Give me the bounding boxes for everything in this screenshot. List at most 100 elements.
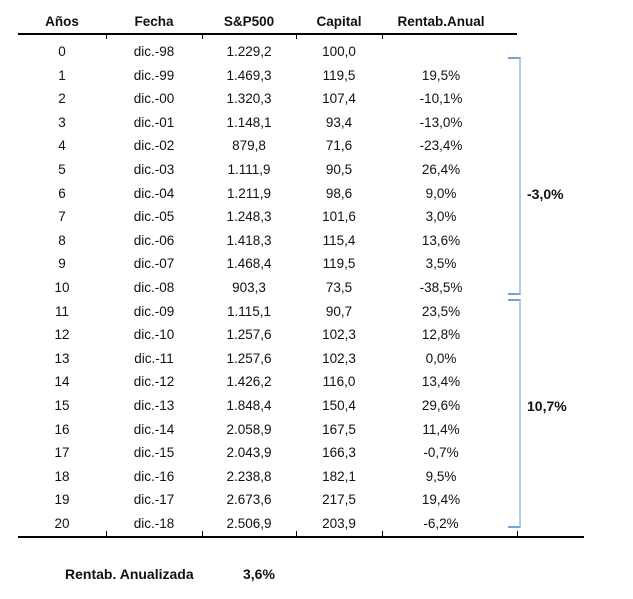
table-row: 17 dic.-15 2.043,9 166,3 -0,7% xyxy=(18,441,500,465)
table-row: 3 dic.-01 1.148,1 93,4 -13,0% xyxy=(18,111,500,135)
bracket-label-decade-1: -3,0% xyxy=(527,186,564,202)
cell-sp500: 2.238,8 xyxy=(226,468,272,484)
cell-fecha: dic.-01 xyxy=(133,114,175,130)
cell-capital: 182,1 xyxy=(322,468,356,484)
cell-fecha: dic.-12 xyxy=(133,374,175,390)
cell-rentab-anual: -38,5% xyxy=(419,279,463,295)
cell-rentab-anual: 19,4% xyxy=(421,492,461,508)
cell-anios: 12 xyxy=(54,327,70,343)
bracket-label-decade-2: 10,7% xyxy=(527,398,567,414)
bracket-years-11-20 xyxy=(508,299,521,528)
table-row: 14 dic.-12 1.426,2 116,0 13,4% xyxy=(18,370,500,394)
cell-capital: 119,5 xyxy=(322,256,356,272)
bottom-rule-tick xyxy=(106,531,107,536)
table-row: 15 dic.-13 1.848,4 150,4 29,6% xyxy=(18,394,500,418)
cell-rentab-anual: -0,7% xyxy=(423,445,459,461)
cell-anios: 1 xyxy=(58,67,66,83)
cell-sp500: 1.115,1 xyxy=(226,303,272,319)
cell-capital: 73,5 xyxy=(325,279,353,295)
bracket-years-1-10 xyxy=(508,57,521,295)
table-row: 16 dic.-14 2.058,9 167,5 11,4% xyxy=(18,418,500,442)
cell-sp500: 1.418,3 xyxy=(226,232,272,248)
cell-sp500: 2.506,9 xyxy=(226,515,272,531)
cell-sp500: 1.148,1 xyxy=(226,114,272,130)
table-body: 0 dic.-98 1.229,2 100,0 1 dic.-99 1.469,… xyxy=(18,40,500,535)
table-row: 6 dic.-04 1.211,9 98,6 9,0% xyxy=(18,182,500,206)
bottom-rule-tick xyxy=(202,531,203,536)
cell-sp500: 2.673,6 xyxy=(226,492,272,508)
cell-rentab-anual: 26,4% xyxy=(421,161,461,177)
cell-capital: 90,7 xyxy=(325,303,353,319)
header-rule-tick xyxy=(296,35,297,39)
cell-anios: 3 xyxy=(58,114,66,130)
header-rule-tick xyxy=(106,35,107,39)
header-rule-tick xyxy=(202,35,203,39)
cell-rentab-anual xyxy=(382,40,500,64)
cell-fecha: dic.-11 xyxy=(134,350,174,366)
cell-rentab-anual: 11,4% xyxy=(422,421,460,437)
cell-fecha: dic.-04 xyxy=(133,185,175,201)
cell-anios: 16 xyxy=(54,421,70,437)
cell-capital: 90,5 xyxy=(325,161,353,177)
cell-capital: 98,6 xyxy=(325,185,353,201)
table-row: 1 dic.-99 1.469,3 119,5 19,5% xyxy=(18,64,500,88)
cell-rentab-anual: -23,4% xyxy=(419,138,463,154)
cell-anios: 19 xyxy=(54,492,70,508)
cell-anios: 11 xyxy=(54,303,69,319)
cell-capital: 119,5 xyxy=(322,67,356,83)
cell-rentab-anual: -6,2% xyxy=(423,515,459,531)
cell-anios: 5 xyxy=(58,161,66,177)
table-row: 9 dic.-07 1.468,4 119,5 3,5% xyxy=(18,252,500,276)
cell-sp500: 2.058,9 xyxy=(226,421,272,437)
cell-fecha: dic.-06 xyxy=(133,232,175,248)
cell-fecha: dic.-18 xyxy=(133,515,175,531)
column-header-capital: Capital xyxy=(316,14,362,29)
cell-sp500: 1.111,9 xyxy=(227,161,271,177)
cell-sp500: 1.468,4 xyxy=(226,256,272,272)
cell-sp500: 879,8 xyxy=(232,138,266,154)
cell-anios: 0 xyxy=(58,44,66,59)
cell-anios: 13 xyxy=(54,350,70,366)
bottom-rule xyxy=(18,536,584,538)
table-row: 13 dic.-11 1.257,6 102,3 0,0% xyxy=(18,347,500,371)
cell-rentab-anual: 23,5% xyxy=(421,303,461,319)
cell-anios: 10 xyxy=(54,279,70,295)
cell-capital: 93,4 xyxy=(325,114,353,130)
cell-capital: 167,5 xyxy=(322,421,356,437)
cell-fecha: dic.-02 xyxy=(133,138,175,154)
cell-capital: 115,4 xyxy=(322,232,356,248)
cell-fecha: dic.-13 xyxy=(133,397,175,413)
cell-rentab-anual: -13,0% xyxy=(419,114,463,130)
cell-capital: 107,4 xyxy=(322,91,356,107)
column-header-rentab-anual: Rentab.Anual xyxy=(397,14,485,29)
cell-fecha: dic.-17 xyxy=(133,492,175,508)
annualized-return-value: 3,6% xyxy=(243,566,275,582)
cell-sp500: 1.211,9 xyxy=(226,185,272,201)
table-row: 10 dic.-08 903,3 73,5 -38,5% xyxy=(18,276,500,300)
cell-rentab-anual: 19,5% xyxy=(421,67,461,83)
header-rule-tick xyxy=(382,35,383,39)
cell-fecha: dic.-08 xyxy=(133,279,175,295)
cell-sp500: 1.229,2 xyxy=(226,44,272,59)
cell-rentab-anual: 13,4% xyxy=(421,374,461,390)
cell-fecha: dic.-03 xyxy=(133,161,175,177)
cell-anios: 6 xyxy=(58,185,66,201)
cell-fecha: dic.-16 xyxy=(133,468,175,484)
cell-fecha: dic.-07 xyxy=(133,256,175,272)
cell-rentab-anual: 0,0% xyxy=(425,350,457,366)
cell-sp500: 1.469,3 xyxy=(226,67,272,83)
cell-rentab-anual: 9,0% xyxy=(425,185,457,201)
table-row: 2 dic.-00 1.320,3 107,4 -10,1% xyxy=(18,87,500,111)
cell-fecha: dic.-98 xyxy=(133,44,175,59)
cell-sp500: 1.848,4 xyxy=(226,397,272,413)
cell-anios: 18 xyxy=(54,468,70,484)
table-row: 19 dic.-17 2.673,6 217,5 19,4% xyxy=(18,488,500,512)
cell-rentab-anual: -10,1% xyxy=(419,91,463,107)
bottom-rule-tick xyxy=(517,531,518,536)
cell-fecha: dic.-14 xyxy=(133,421,175,437)
cell-anios: 15 xyxy=(54,397,70,413)
cell-sp500: 903,3 xyxy=(232,279,266,295)
cell-anios: 14 xyxy=(54,374,70,390)
cell-fecha: dic.-00 xyxy=(133,91,175,107)
table-row: 11 dic.-09 1.115,1 90,7 23,5% xyxy=(18,300,500,324)
